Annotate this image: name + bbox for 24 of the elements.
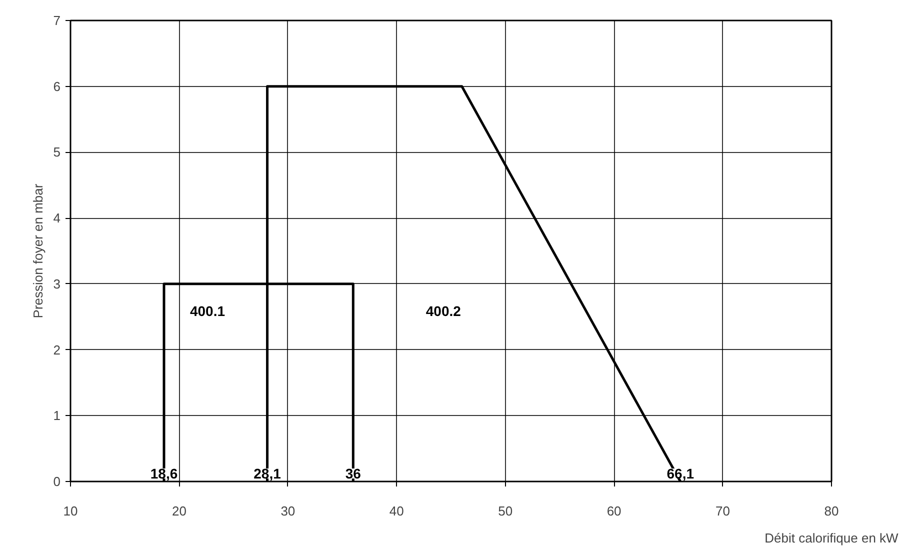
x-tick-label: 20 xyxy=(172,504,186,518)
y-tick-label: 4 xyxy=(53,210,61,226)
annotation: 36 xyxy=(345,466,362,482)
annotation: 400.1 xyxy=(190,302,226,319)
x-tick-label: 60 xyxy=(606,504,622,518)
x-tick-label: 50 xyxy=(498,504,513,518)
y-tick-label: 6 xyxy=(53,78,61,94)
y-tick-label: 2 xyxy=(53,342,61,358)
x-tick-label: 30 xyxy=(280,504,296,518)
y-tick-label: 0 xyxy=(53,474,61,489)
x-tick-label: 10 xyxy=(63,504,78,518)
y-tick-label: 7 xyxy=(53,13,61,28)
x-tick-label: 80 xyxy=(824,504,839,518)
y-tick-label: 3 xyxy=(53,276,61,292)
annotation: 18,6 xyxy=(150,466,178,482)
y-tick-label: 5 xyxy=(53,144,61,160)
annotation: 66,1 xyxy=(666,466,694,482)
x-tick-label: 40 xyxy=(389,504,404,518)
annotation: 400.2 xyxy=(426,302,462,319)
annotation: 28,1 xyxy=(254,466,282,482)
x-axis-title: Débit calorifique en kW xyxy=(764,530,900,546)
y-tick-label: 1 xyxy=(53,408,61,424)
y-axis-title: Pression foyer en mbar xyxy=(30,183,46,318)
x-tick-label: 70 xyxy=(716,504,730,518)
